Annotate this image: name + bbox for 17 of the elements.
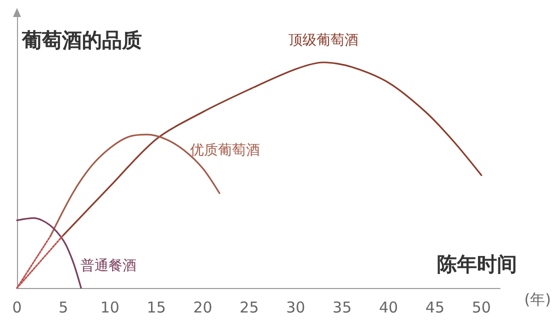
series-label: 普通餐酒 xyxy=(80,257,137,274)
x-tick-label: 50 xyxy=(472,298,491,316)
x-tick-label: 20 xyxy=(193,298,212,316)
series-label: 顶级葡萄酒 xyxy=(288,32,359,48)
x-tick-label: 45 xyxy=(425,298,445,316)
text: (年) xyxy=(524,290,552,308)
x-tick-label: 10 xyxy=(100,298,120,316)
x-axis-title: 陈年时间 xyxy=(437,252,517,276)
series-label: 优质葡萄酒 xyxy=(190,142,260,159)
x-tick-label: 0 xyxy=(12,298,22,316)
y-axis-title: 葡萄酒的品质 xyxy=(21,28,142,52)
x-tick-label: 40 xyxy=(378,298,398,316)
x-tick-label: 25 xyxy=(240,298,259,316)
x-tick-label: 5 xyxy=(58,298,68,316)
x-tick-label: 15 xyxy=(146,298,166,316)
x-tick-label: 35 xyxy=(332,298,352,316)
x-tick-label: 30 xyxy=(286,298,306,316)
